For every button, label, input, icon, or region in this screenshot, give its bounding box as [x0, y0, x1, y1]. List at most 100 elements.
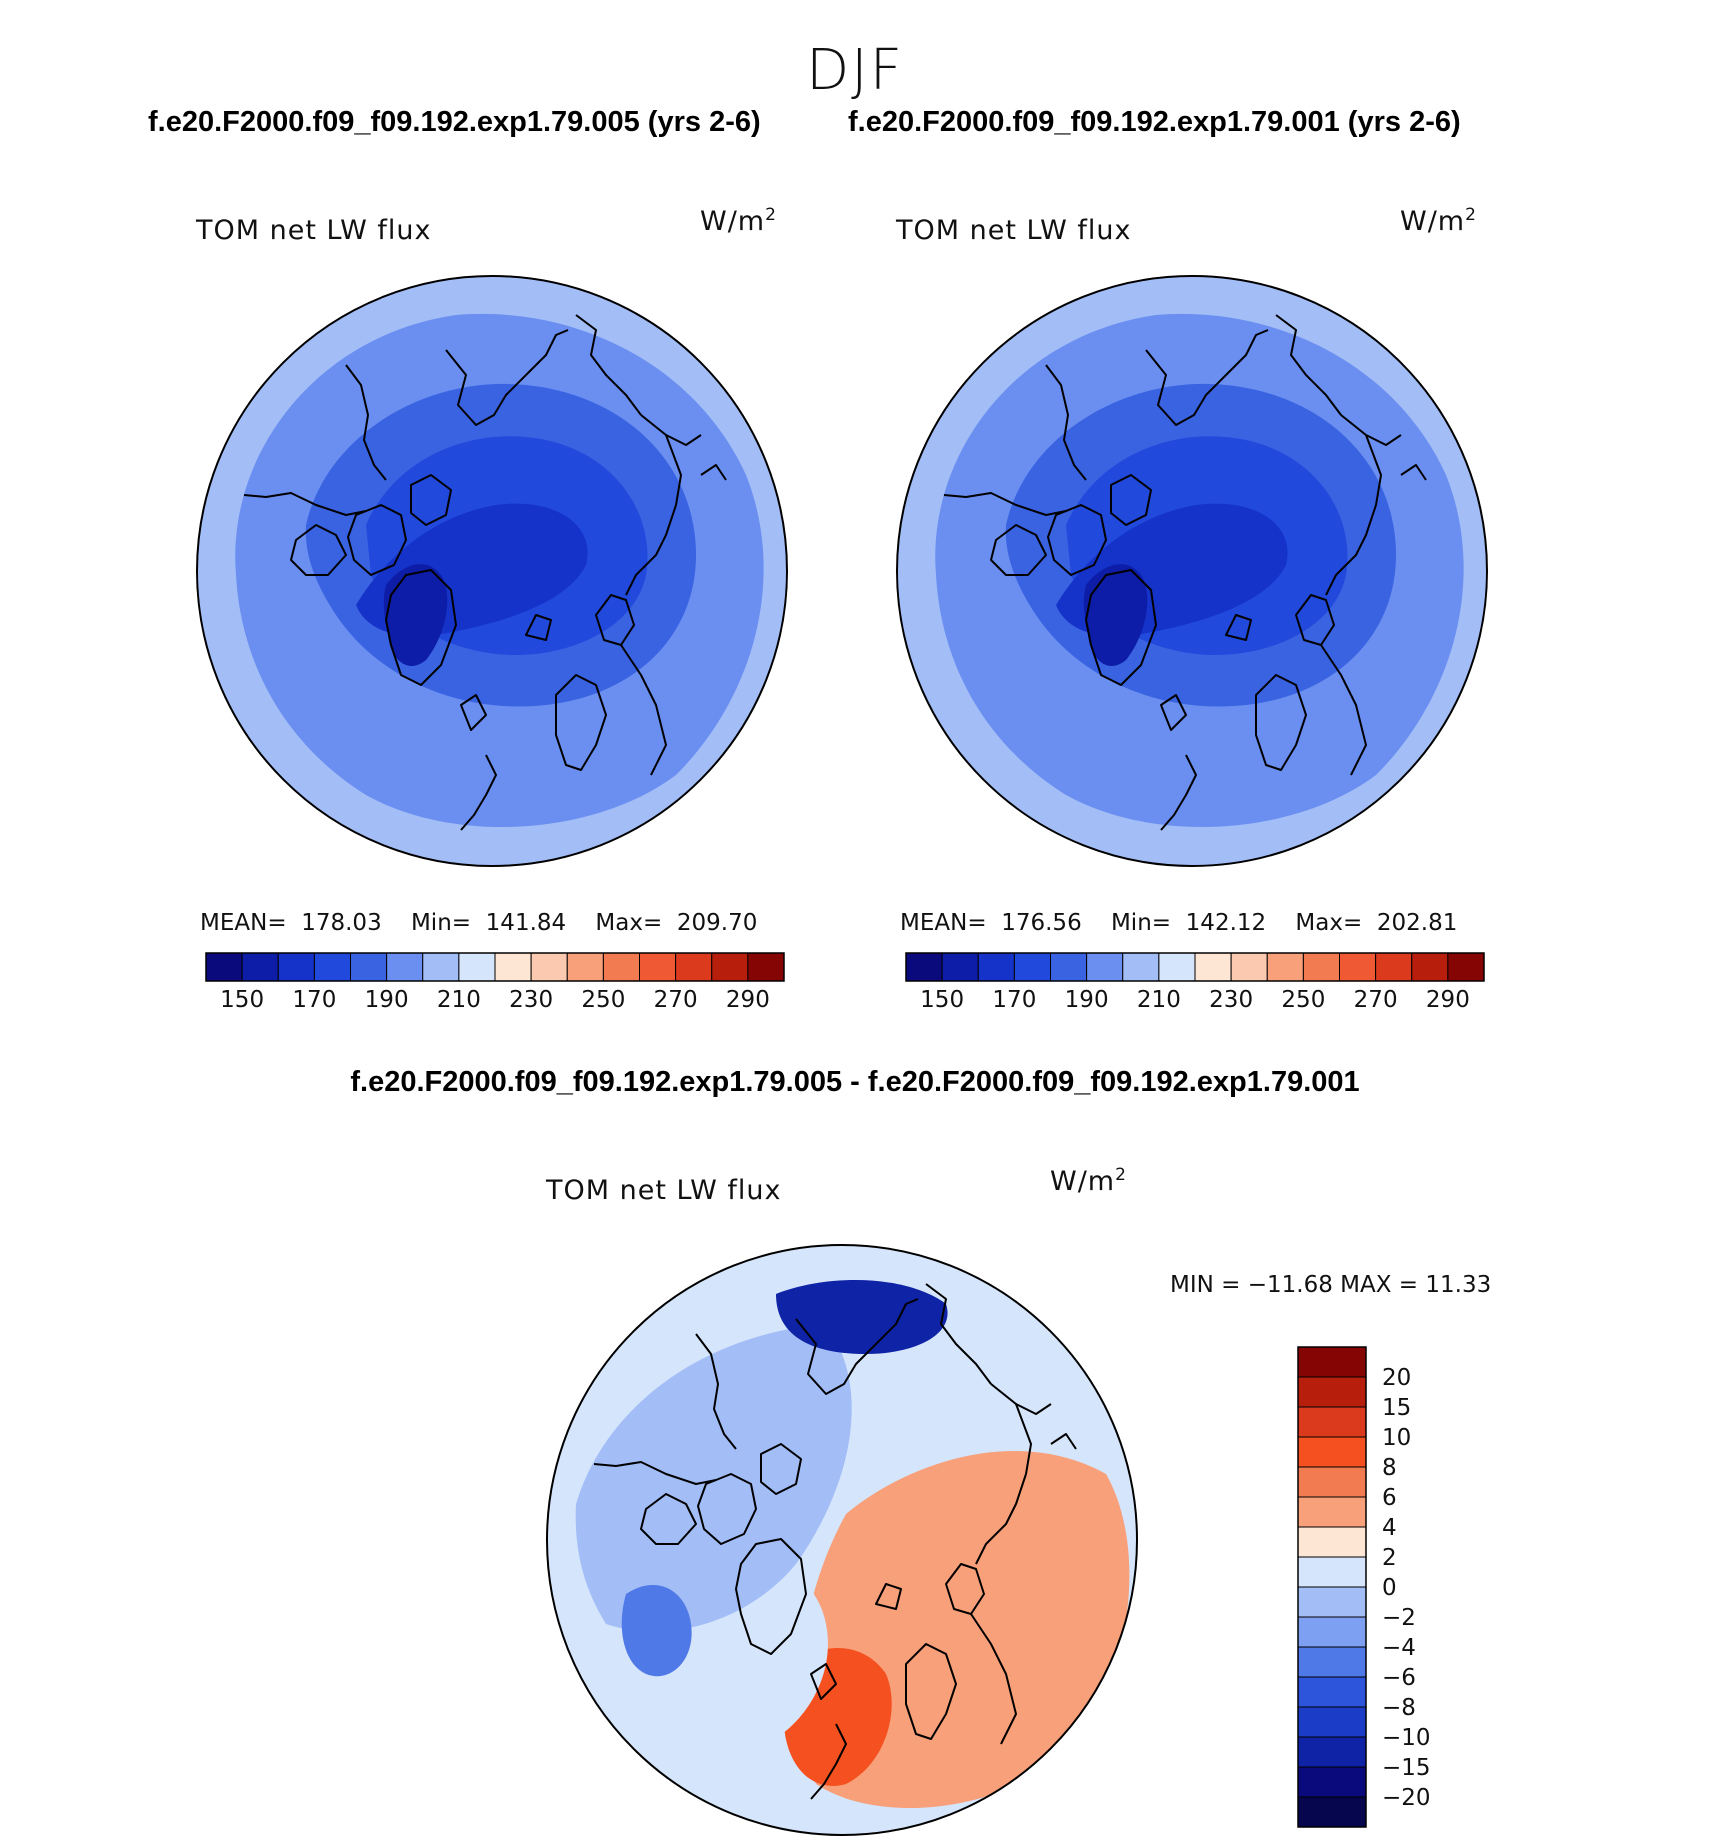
panel1-coastline [700, 464, 727, 481]
panel2-colorbar-tick-label: 150 [920, 987, 964, 1013]
panel3-map-boundary [546, 1244, 1138, 1836]
panel1-coastline [525, 329, 569, 376]
panel1-units: W/m2 [700, 205, 777, 237]
case-left-title: f.e20.F2000.f09_f09.192.exp1.79.005 (yrs… [148, 106, 761, 138]
panel1-colorbar-swatch [458, 952, 496, 982]
panel3-colorbar-swatch [1297, 1496, 1367, 1528]
panel3-coastline [695, 1333, 737, 1450]
panel1-coastline [575, 314, 642, 416]
panel1-colorbar-swatch [675, 952, 713, 982]
panel2-coastline [1160, 694, 1187, 731]
panel1-coastline [410, 474, 452, 526]
panel2-coastline [1225, 614, 1252, 641]
panel3-colorbar-swatch [1297, 1526, 1367, 1558]
panel2-colorbar-tick-label: 170 [992, 987, 1036, 1013]
panel1-coastline [595, 594, 635, 646]
panel2-coastline [1145, 349, 1227, 426]
panel2-coastlines [943, 314, 1427, 831]
panel3-coastline [640, 1493, 697, 1545]
panel2-coastline [1160, 754, 1197, 831]
panel3-coastline [810, 1723, 847, 1800]
panel3-colorbar-swatch [1297, 1796, 1367, 1828]
panel1-min-label: Min= [410, 910, 472, 936]
panel2-coastline [1110, 474, 1152, 526]
panel1-colorbar-swatch [494, 952, 532, 982]
panel1-colorbar-swatch [566, 952, 604, 982]
panel1-colorbar-swatch [386, 952, 424, 982]
panel2-colorbar: 150 170 190 210 230 250 270 290 [905, 952, 1485, 1013]
panel2-colorbar-tick-label: 290 [1426, 987, 1470, 1013]
panel3-colorbar-swatch [1297, 1676, 1367, 1708]
panel3-colorbar-tick-label: −10 [1382, 1725, 1431, 1751]
panel1-colorbar-swatch [422, 952, 460, 982]
panel2-colorbar-tick-label: 230 [1209, 987, 1253, 1013]
panel1-coastline [243, 492, 367, 516]
panel3-colorbar-swatch [1297, 1766, 1367, 1798]
panel1-max-value: 209.70 [676, 910, 758, 936]
panel2-coastline [990, 524, 1047, 576]
difference-title: f.e20.F2000.f09_f09.192.exp1.79.005 - f.… [350, 1066, 1360, 1098]
panel2-coastline [1295, 594, 1335, 646]
panel1-coastline [347, 504, 407, 576]
panel3-colorbar-swatch [1297, 1346, 1367, 1378]
panel3-colorbar-tick-label: 20 [1382, 1365, 1411, 1391]
panel2-colorbar-swatch [1447, 952, 1485, 982]
panel3-coastline [925, 1283, 992, 1385]
panel2-min-label: Min= [1110, 910, 1172, 936]
panel1-colorbar-tick-label: 150 [220, 987, 264, 1013]
panel2-colorbar-swatch [1086, 952, 1124, 982]
panel3-colorbar-swatch [1297, 1616, 1367, 1648]
panel1-coastline [625, 504, 677, 596]
panel2-coastline [1047, 504, 1107, 576]
panel1-colorbar-tick-label: 230 [509, 987, 553, 1013]
panel1-coastline [525, 614, 552, 641]
panel3-colorbar-tick-label: −8 [1382, 1695, 1416, 1721]
panel2-colorbar-tick-label: 270 [1354, 987, 1398, 1013]
panel3-region-canada [575, 1324, 852, 1632]
panel1-coastline [290, 524, 347, 576]
panel3-colorbar-swatch [1297, 1406, 1367, 1438]
panel2-colorbar-swatch [941, 952, 979, 982]
panel1-colorbar-swatch [747, 952, 785, 982]
panel2-mean-value: 176.56 [1001, 910, 1082, 936]
panel3-coastline [1050, 1433, 1077, 1450]
panel2-colorbar-swatch [1230, 952, 1268, 982]
panel3-colorbar-swatch [1297, 1436, 1367, 1468]
panel2-variable: TOM net LW flux [896, 215, 1132, 246]
panel1-coastline [445, 349, 527, 426]
panel2-min-value: 142.12 [1185, 910, 1267, 936]
panel1-coastline [345, 364, 387, 481]
panel1-coastline [460, 694, 487, 731]
panel3-colorbar-tick-label: −4 [1382, 1635, 1416, 1661]
panel2-colorbar-swatch [1302, 952, 1340, 982]
panel1-colorbar-swatch [711, 952, 749, 982]
panel3-coastline [875, 1583, 902, 1610]
panel3-colorbar-swatch [1297, 1466, 1367, 1498]
panel2-colorbar-swatch [1158, 952, 1196, 982]
panel2-colorbar-swatch [977, 952, 1015, 982]
panel2-coastline [1225, 329, 1269, 376]
panel3-coastline [795, 1318, 877, 1395]
panel3-coastline [945, 1563, 985, 1615]
panel1-coastline [460, 754, 497, 831]
panel1-colorbar-tick-label: 270 [654, 987, 698, 1013]
panel1-coastline [665, 434, 702, 446]
panel3-colorbar-tick-label: 6 [1382, 1485, 1397, 1511]
panel3-colorbar-swatch [1297, 1736, 1367, 1768]
panel1-colorbar-tick-label: 190 [365, 987, 409, 1013]
panel2-coastline [1085, 569, 1157, 686]
panel2-colorbar-swatch [1050, 952, 1088, 982]
panel2-colorbar-swatch [1013, 952, 1051, 982]
panel3-polar-map [546, 1244, 1138, 1836]
panel3-stats: MIN = −11.68 MAX = 11.33 [1170, 1272, 1492, 1298]
case-right-title: f.e20.F2000.f09_f09.192.exp1.79.001 (yrs… [848, 106, 1461, 138]
panel2-stats: MEAN= 176.56 Min= 142.12 Max= 202.81 [900, 910, 1457, 936]
panel1-coastline [385, 569, 457, 686]
panel1-map-boundary [196, 275, 788, 867]
panel1-variable: TOM net LW flux [196, 215, 432, 246]
panel2-coastline [1045, 364, 1087, 481]
panel2-colorbar-swatch [1375, 952, 1413, 982]
panel1-mean-value: 178.03 [301, 910, 382, 936]
season-title: DJF [806, 38, 904, 103]
